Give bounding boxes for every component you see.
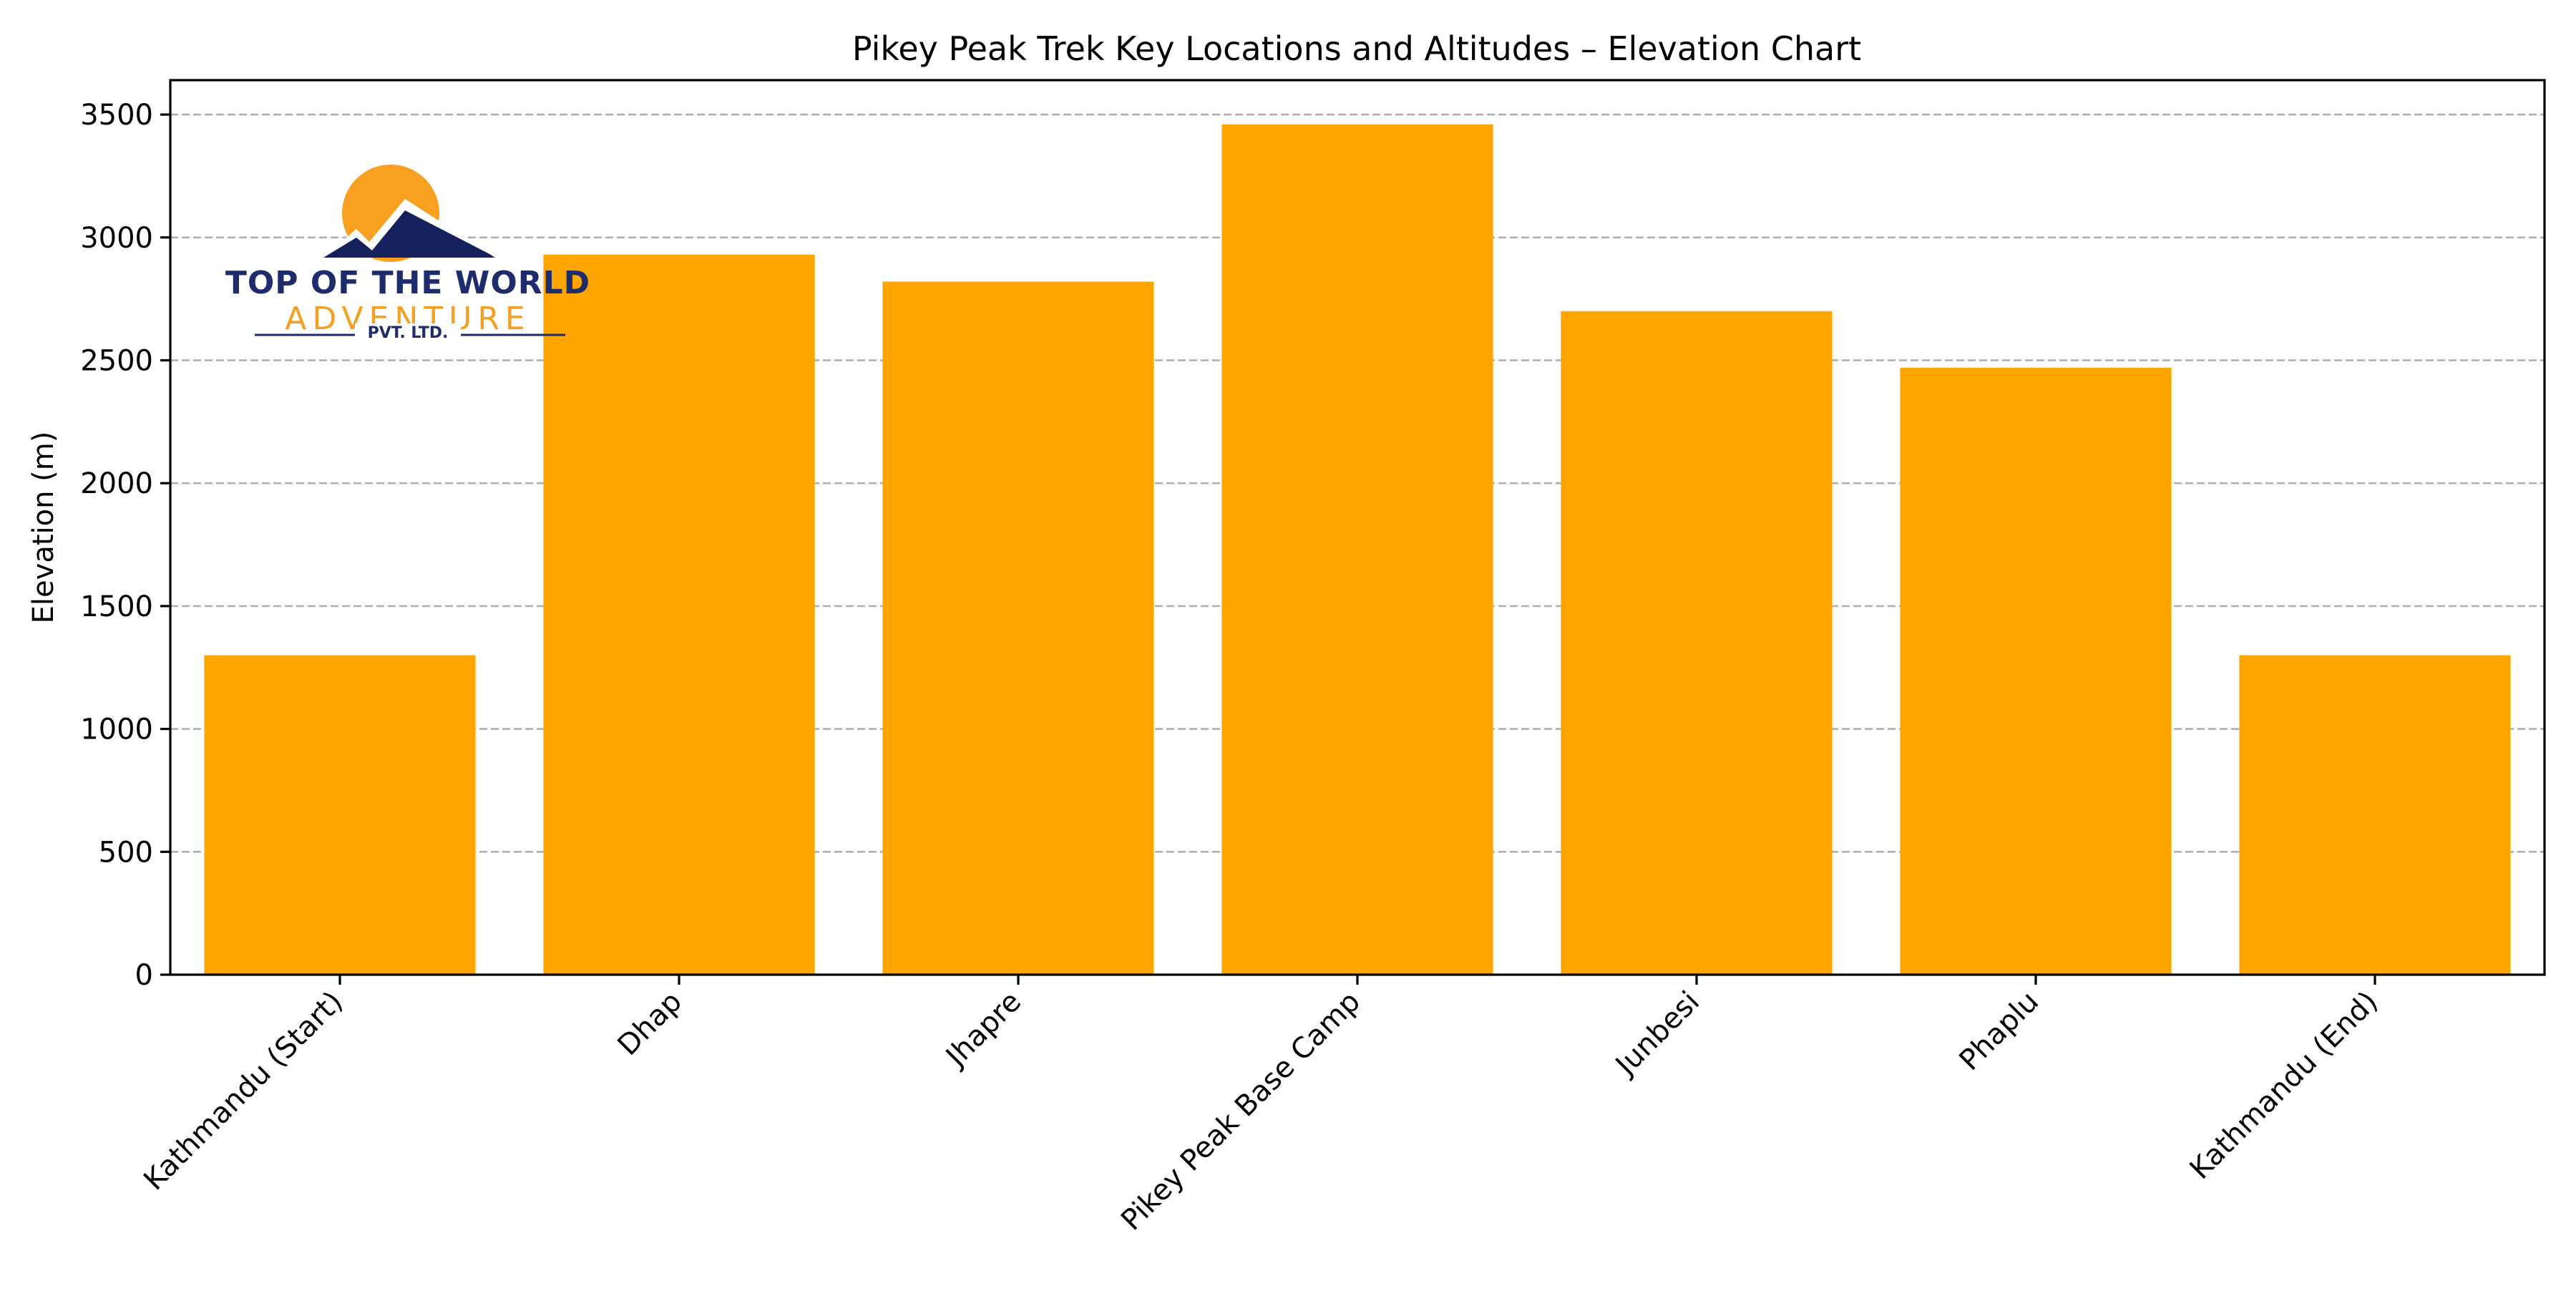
- logo-tag-background: [355, 323, 461, 342]
- bar: [1900, 367, 2172, 975]
- bar: [543, 254, 815, 975]
- bars: [204, 124, 2511, 975]
- y-axis-label: Elevation (m): [27, 432, 60, 624]
- chart-title: Pikey Peak Trek Key Locations and Altitu…: [852, 29, 1861, 68]
- y-tick-label: 2000: [80, 467, 153, 500]
- y-tick-label: 1000: [80, 713, 153, 746]
- y-tick-label: 0: [135, 959, 153, 992]
- bar: [882, 281, 1154, 975]
- company-logo: TOP OF THE WORLD ADVENTURE PVT. LTD.: [225, 165, 590, 342]
- y-tick-label: 2500: [80, 344, 153, 377]
- logo-text-line1: TOP OF THE WORLD: [225, 265, 590, 301]
- y-tick-label: 500: [99, 836, 153, 869]
- logo-text-line3: PVT. LTD.: [368, 324, 449, 342]
- y-tick-label: 1500: [80, 590, 153, 623]
- bar: [204, 655, 476, 975]
- y-tick-label: 3000: [80, 222, 153, 255]
- mountain-icon: [323, 199, 494, 258]
- y-axis-ticks: 0 500 1000 1500 2000 2500 3000 3500: [80, 99, 170, 992]
- y-tick-label: 3500: [80, 99, 153, 132]
- bar: [1221, 124, 1493, 975]
- bar: [2239, 655, 2511, 975]
- bar: [1561, 311, 1833, 975]
